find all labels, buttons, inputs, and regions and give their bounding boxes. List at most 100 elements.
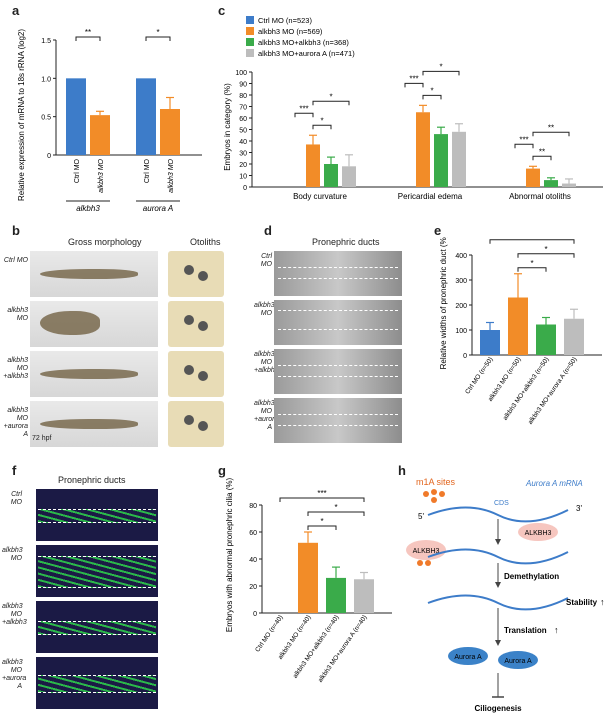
b-stage-label: 72 hpf [32,435,52,442]
chart-c-bar [452,131,466,187]
chart-a-ytick-label: 1.5 [41,38,51,45]
chart-c-ytick-label: 40 [239,139,247,146]
chart-c-sig-bracket [312,124,332,130]
otolith-dot [198,421,208,431]
aurora-a-label-1: Aurora A [454,654,482,661]
chart-e-bar [480,330,500,355]
chart-c-sig-label: * [439,62,442,71]
chart-g-ytick-label: 20 [249,584,257,591]
chart-c-legend-label: Ctrl MO (n=523) [258,16,312,25]
chart-c-ytick-label: 20 [239,162,247,169]
chart-c-legend-swatch [246,16,254,24]
d-row-label: alkbh3 MO +aurora A [254,400,279,431]
mrna-label: Aurora A mRNA [525,479,583,488]
three-prime: 3' [576,504,582,513]
chart-e-ytick-label: 200 [455,303,467,310]
chart-c-sig-label: *** [409,74,418,83]
otolith-dot [198,271,208,281]
panel-d: Pronephric ducts Ctrl MO alkbh3 MO alkbh… [254,237,426,452]
b-morphology-image [30,351,158,397]
chart-g: Embryos with abnormal pronephric cilia (… [225,478,392,684]
chart-a-xtick-label: alkbh3 MO [98,158,105,192]
chart-c-legend-label: alkbh3 MO (n=569) [258,27,323,36]
panel-label-c: c [218,3,226,18]
chart-e-xtick-label: Ctrl MO (n=50) [464,356,494,395]
chart-g-sig-bracket [307,511,365,516]
five-prime: 5' [418,512,424,521]
m1a-dot [431,489,437,495]
chart-c-ytick-label: 60 [239,116,247,123]
f-cilia-image [36,489,158,541]
chart-c-legend-label: alkbh3 MO+aurora A (n=471) [258,49,355,58]
f-cilia-image [36,545,158,597]
chart-a-ytick-label: 1.0 [41,76,51,83]
chart-g-sig-label: * [320,517,323,526]
chart-c-ytick-label: 0 [243,185,247,192]
chart-c-bar [324,164,338,187]
demethylation-label: Demethylation [504,572,559,581]
f-cilia-image [36,601,158,653]
chart-c-legend-swatch [246,49,254,57]
chart-c-legend-swatch [246,27,254,35]
mrna-strand-3 [427,594,569,611]
chart-g-sig-label: *** [317,489,326,498]
chart-g-ytick-label: 40 [249,557,257,564]
chart-c-bar [342,166,356,187]
chart-c-ytick-label: 100 [235,70,247,77]
m1a-label: m1A sites [416,477,456,487]
chart-a-sig-label: * [156,28,159,37]
up-arrow-icon: ↑ [600,597,605,607]
larva-shape [40,419,138,429]
m1a-dot [423,491,429,497]
duct-outline [278,414,398,426]
chart-a-bar [66,78,86,155]
chart-c-sig-bracket [532,131,570,137]
chart-e-bar [536,324,556,355]
chart-c-bar [434,134,448,187]
mrna-strand-1 [427,506,569,523]
chart-e-sig-bracket [517,253,575,258]
aurora-a-label-2: Aurora A [504,658,532,665]
chart-c-ytick-label: 80 [239,93,247,100]
b-row-label: alkbh3 MO +aurora A [3,407,28,438]
alkbh3-label-1: ALKBH3 [525,530,552,537]
chart-a-xtick-label: Ctrl MO [144,158,151,183]
d-duct-image [274,300,402,345]
chart-c-ytick-label: 30 [239,151,247,158]
panel-label-h: h [398,463,406,478]
b-col-gross: Gross morphology [68,237,142,247]
chart-g-ytick-label: 0 [253,611,257,618]
panel-label-e: e [434,223,442,238]
b-otolith-image [168,251,224,297]
panel-label-g: g [218,463,226,478]
d-duct-image [274,251,402,296]
chart-g-ylabel: Embryos with abnormal pronephric cilia (… [225,478,234,633]
ciliogenesis-label: Ciliogenesis [474,704,522,713]
chart-g-sig-bracket [307,525,337,530]
d-row-label: Ctrl MO [260,253,272,268]
m1a-dot [431,497,437,503]
panel-h-schematic: m1A sites Aurora A mRNA CDS 5' 3' ALKBH3… [406,477,605,713]
chart-g-bar [326,577,346,613]
alkbh3-blob-1 [518,523,558,541]
chart-a-sig-bracket [75,36,101,41]
b-otolith-image [168,401,224,447]
chart-c-sig-bracket [422,94,442,100]
d-duct-image [274,398,402,443]
chart-c-sig-bracket [404,82,424,88]
chart-g-bar [298,542,318,613]
chart-c-ylabel: Embryos in category (%) [223,83,232,171]
b-otolith-image [168,301,224,347]
b-morphology-image [30,401,158,447]
chart-g-sig-bracket [279,497,365,502]
chart-g-xtick-label: alkbh3 MO+aurora A (n=40) [317,614,369,684]
chart-c-sig-label: * [320,116,323,125]
translation-label: Translation [504,626,547,635]
duct-outline [278,310,398,330]
alkbh3-label-2: ALKBH3 [413,548,440,555]
f-row-label: alkbh3 MO [2,547,23,562]
chart-g-xtick-label: Ctrl MO (n=40) [254,614,284,653]
chart-e-sig-bracket [517,267,547,272]
chart-c-ytick-label: 90 [239,82,247,89]
chart-e: Relative widths of pronephric duct (%) 0… [439,237,602,426]
